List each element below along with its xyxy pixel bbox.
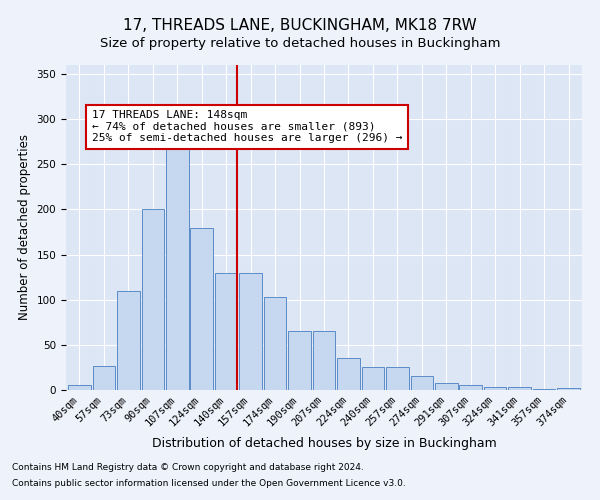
Text: 17 THREADS LANE: 148sqm
← 74% of detached houses are smaller (893)
25% of semi-d: 17 THREADS LANE: 148sqm ← 74% of detache… [92, 110, 402, 144]
Bar [362, 368, 384, 390]
Bar [508, 388, 531, 390]
Bar [92, 366, 115, 390]
Bar [337, 358, 360, 390]
X-axis label: Distribution of detached houses by size in Buckingham: Distribution of detached houses by size … [152, 437, 496, 450]
Text: 17, THREADS LANE, BUCKINGHAM, MK18 7RW: 17, THREADS LANE, BUCKINGHAM, MK18 7RW [123, 18, 477, 32]
Bar [288, 332, 311, 390]
Text: Contains HM Land Registry data © Crown copyright and database right 2024.: Contains HM Land Registry data © Crown c… [12, 464, 364, 472]
Bar [435, 383, 458, 390]
Bar [239, 272, 262, 390]
Y-axis label: Number of detached properties: Number of detached properties [18, 134, 31, 320]
Bar [215, 272, 238, 390]
Bar [142, 210, 164, 390]
Bar [557, 388, 580, 390]
Bar [484, 388, 506, 390]
Bar [313, 332, 335, 390]
Text: Size of property relative to detached houses in Buckingham: Size of property relative to detached ho… [100, 38, 500, 51]
Text: Contains public sector information licensed under the Open Government Licence v3: Contains public sector information licen… [12, 478, 406, 488]
Bar [264, 297, 286, 390]
Bar [190, 228, 213, 390]
Bar [386, 368, 409, 390]
Bar [460, 386, 482, 390]
Bar [68, 386, 91, 390]
Bar [410, 376, 433, 390]
Bar [533, 389, 556, 390]
Bar [117, 290, 140, 390]
Bar [166, 124, 188, 390]
